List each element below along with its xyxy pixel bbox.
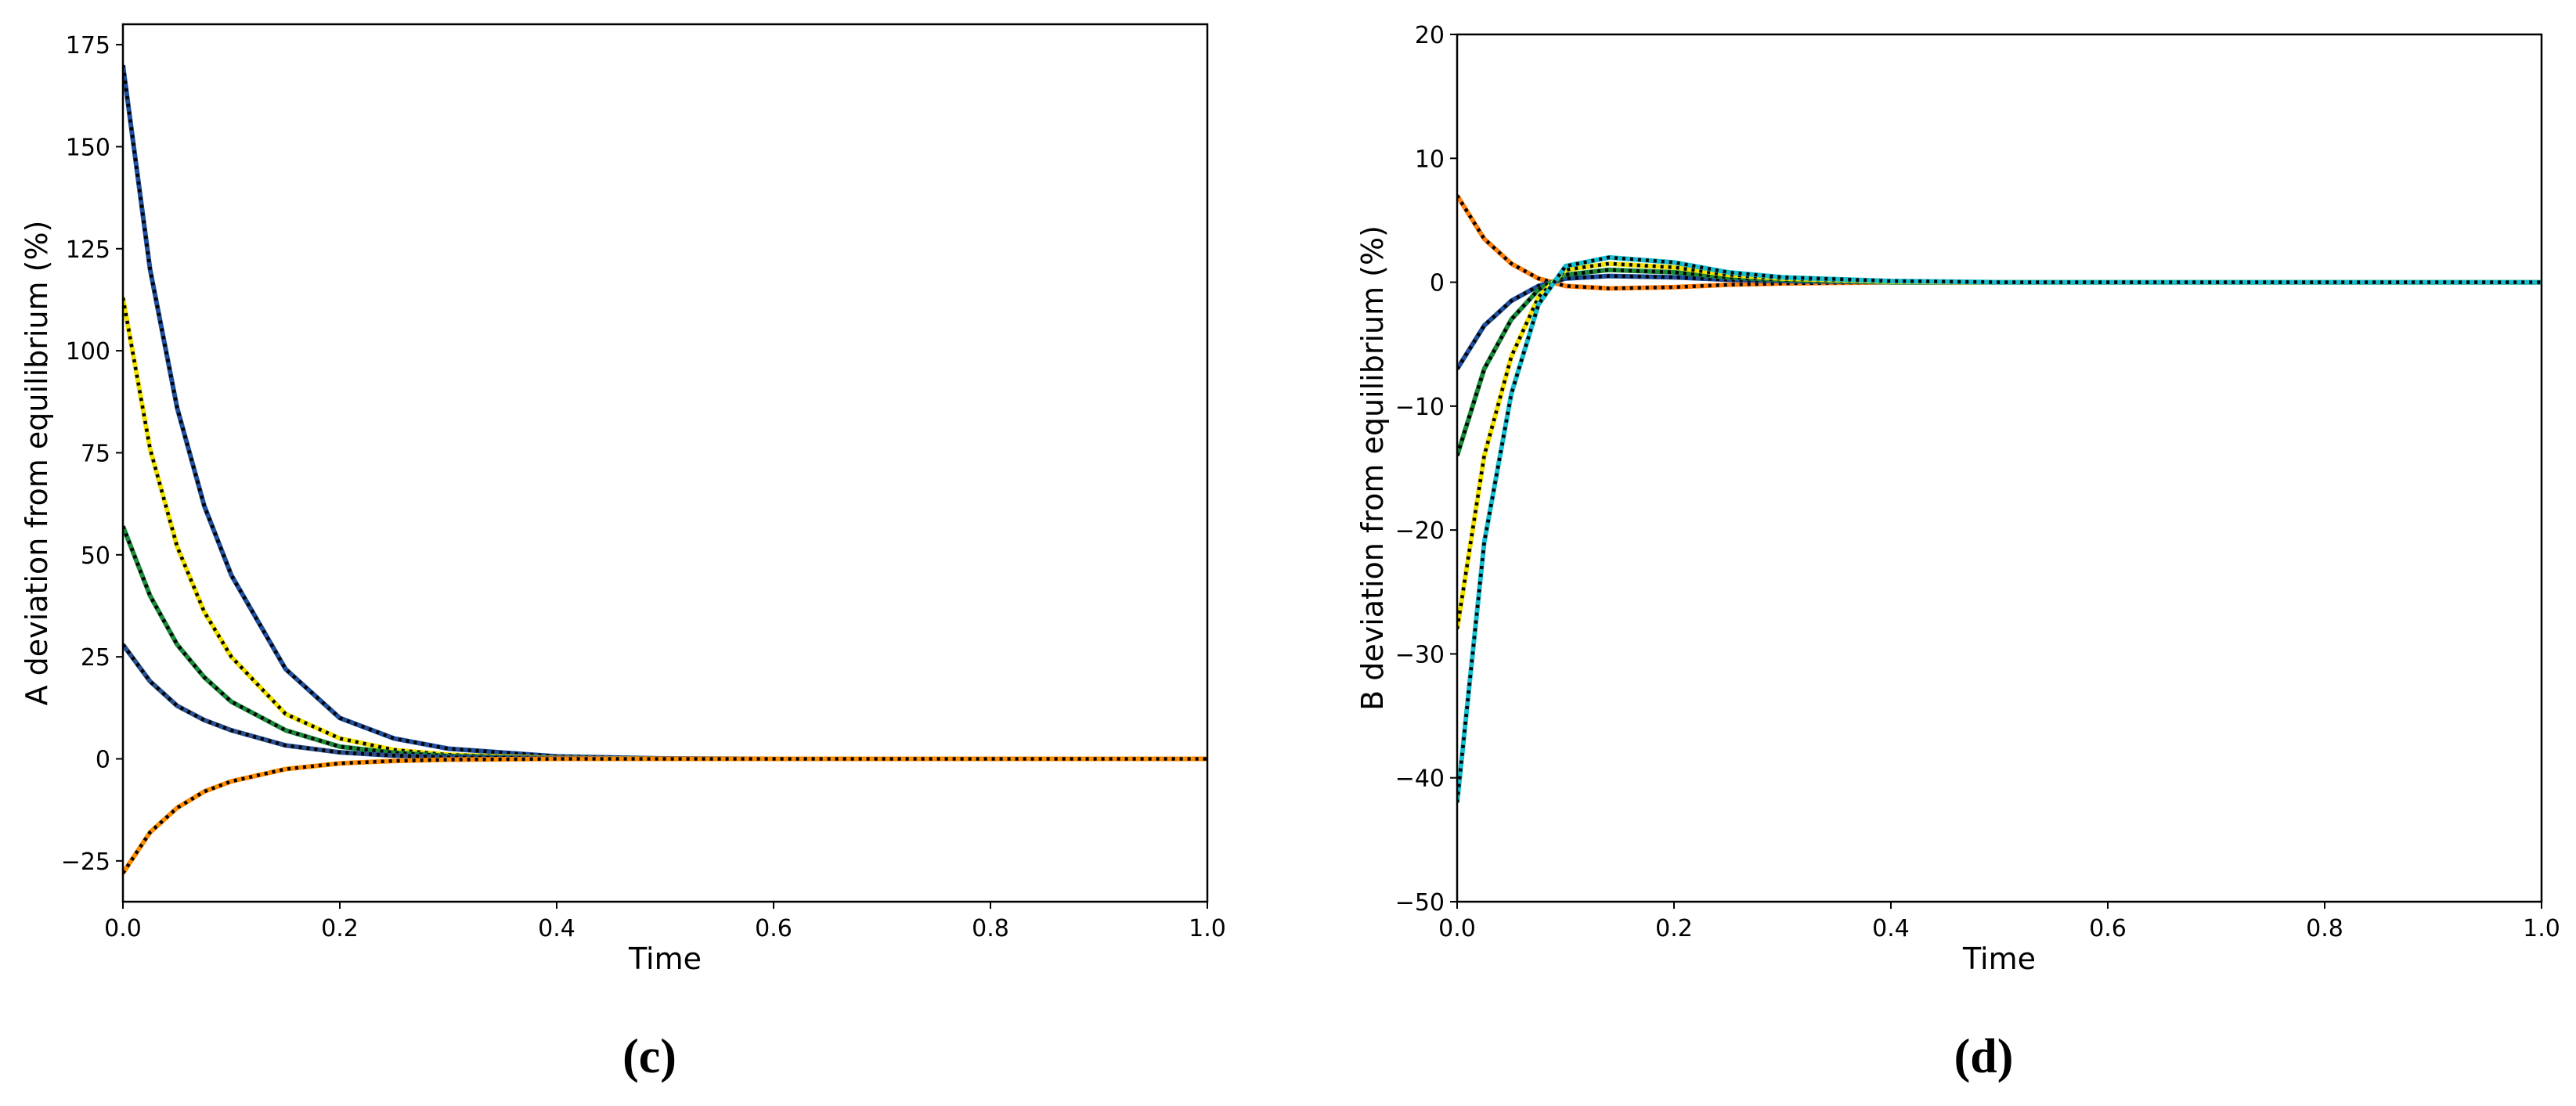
x-tick-label: 0.2 [321,915,359,942]
series-line [123,643,1207,762]
series-line [1457,261,2542,630]
x-tick-label: 0.0 [1438,915,1476,942]
y-axis-label: A deviation from equilibrium (%) [20,221,54,706]
dotted-overlay [1457,274,2542,370]
series-line [123,525,1207,762]
dotted-overlay [123,64,1207,761]
y-tick-label: 150 [66,134,110,161]
x-tick-label: 1.0 [2523,915,2560,942]
series-line [1457,254,2542,803]
y-tick-label: 10 [1415,146,1445,173]
plot-frame [1456,33,2543,903]
x-tick-label: 0.4 [538,915,575,942]
series-line [123,297,1207,762]
dotted-overlay [1457,255,2542,803]
dotted-overlay [1457,194,2542,290]
y-tick-label: −10 [1395,394,1445,421]
y-tick-label: 0 [1430,270,1445,297]
y-tick-label: 20 [1415,22,1445,49]
y-axis-label: B deviation from equilibrium (%) [1355,225,1390,711]
y-tick-label: 25 [81,644,110,672]
y-tick-label: 50 [81,542,110,570]
x-axis-label: Time [628,942,702,976]
plot-frame [121,23,1209,903]
dotted-overlay [123,525,1207,761]
x-tick-label: 0.2 [1655,915,1693,942]
x-tick-label: 0.6 [755,915,792,942]
y-tick-label: −50 [1395,889,1445,917]
x-tick-label: 0.0 [104,915,142,942]
y-tick-label: 0 [96,747,110,774]
x-axis-label: Time [1962,942,2036,976]
x-tick-label: 0.4 [1872,915,1910,942]
series-line [123,64,1207,762]
dotted-overlay [123,757,1207,874]
x-tick-label: 0.8 [2306,915,2343,942]
series-line [1457,267,2542,457]
y-tick-label: −30 [1395,641,1445,668]
dotted-overlay [123,643,1207,761]
x-tick-label: 0.6 [2089,915,2127,942]
y-tick-label: 125 [66,236,110,264]
y-tick-label: −25 [61,848,110,876]
x-tick-label: 1.0 [1189,915,1226,942]
y-tick-label: 100 [66,338,110,366]
y-tick-label: −40 [1395,766,1445,793]
dotted-overlay [123,297,1207,761]
caption: (c) [622,1030,676,1083]
x-tick-label: 0.8 [972,915,1009,942]
y-tick-label: 75 [81,440,110,467]
y-tick-label: −20 [1395,517,1445,545]
series-line [123,756,1207,875]
caption: (d) [1954,1030,2014,1083]
y-tick-label: 175 [66,32,110,59]
dotted-overlay [1457,261,2542,630]
dotted-overlay [1457,268,2542,456]
